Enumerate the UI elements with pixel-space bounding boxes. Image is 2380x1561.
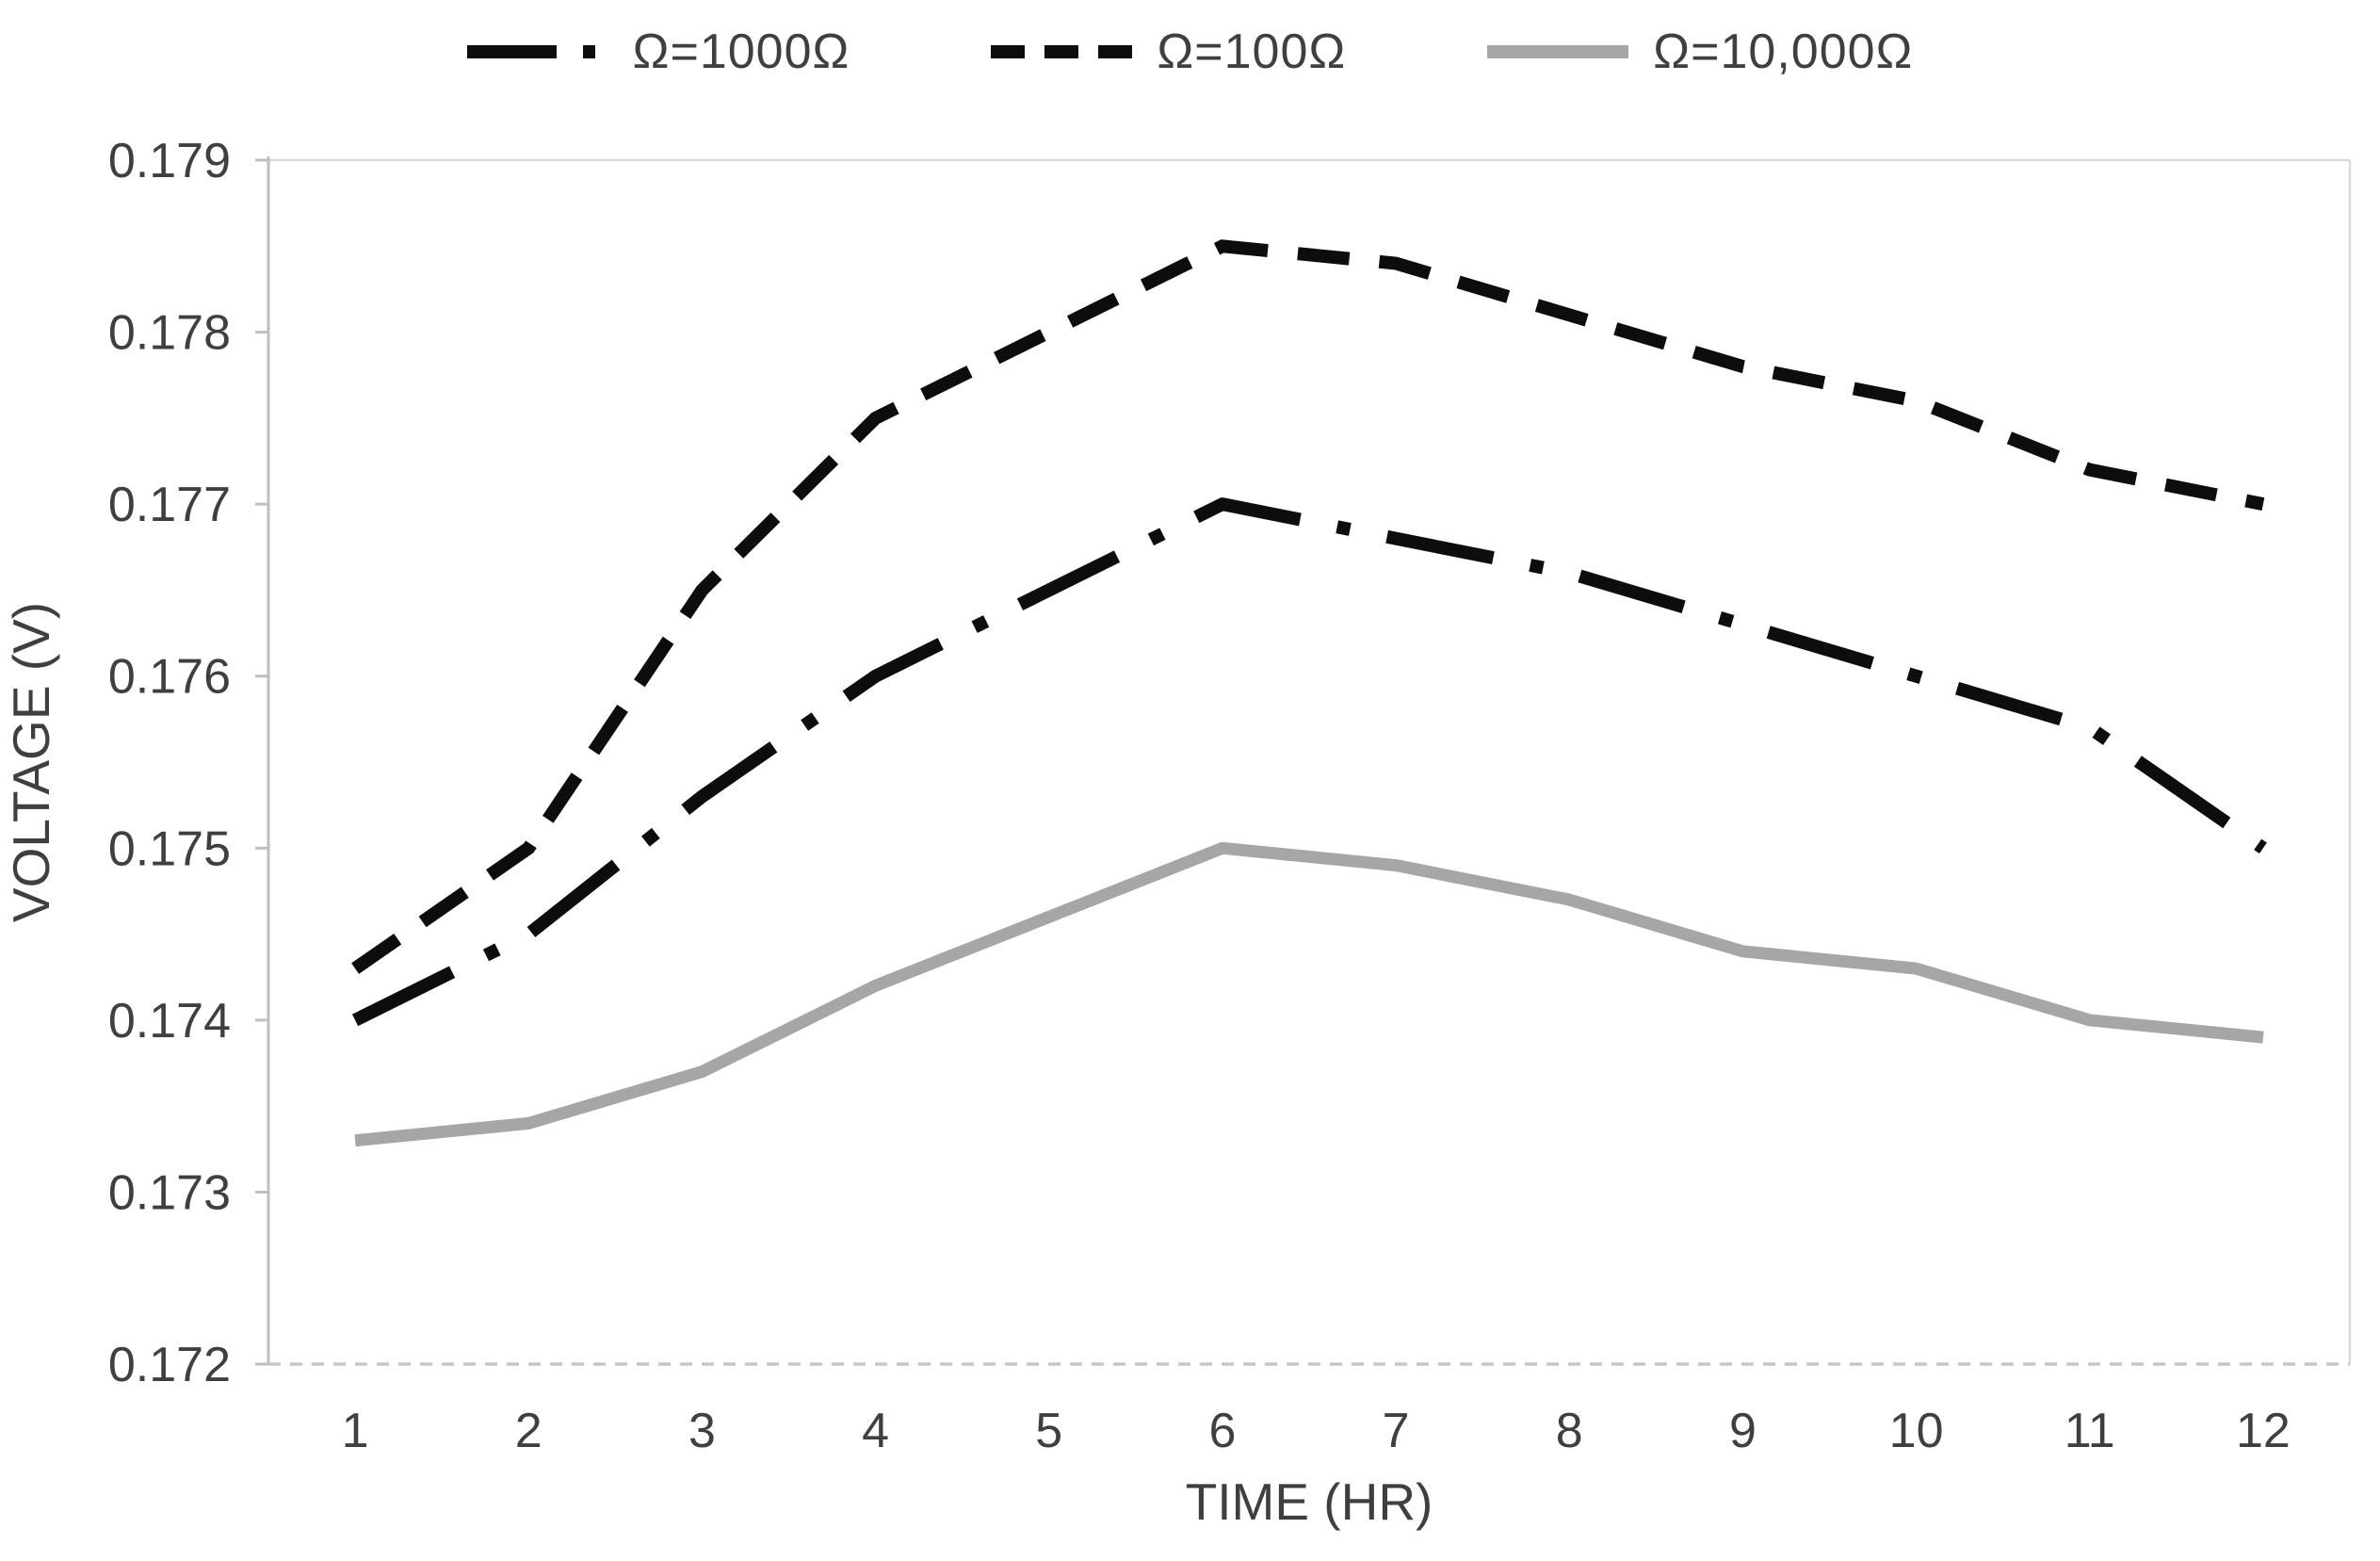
y-tick-label: 0.173 [108, 1165, 231, 1220]
x-tick-label: 12 [2236, 1404, 2291, 1458]
series-line-dash-dot [351, 497, 2267, 1027]
y-tick-label: 0.175 [108, 821, 231, 876]
legend-label: Ω=100Ω [1157, 24, 1347, 79]
x-tick-label: 2 [515, 1404, 542, 1458]
y-tick-label: 0.179 [108, 134, 231, 188]
series-line-solid [354, 841, 2264, 1147]
x-tick-label: 3 [688, 1404, 716, 1458]
y-tick-label: 0.174 [108, 994, 231, 1049]
chart-legend: Ω=1000Ω Ω=100Ω Ω=10,000Ω [0, 11, 2380, 92]
y-axis-title: VOLTAGE (V) [2, 602, 60, 922]
legend-entry: Ω=100Ω [991, 24, 1346, 80]
x-tick-label: 4 [862, 1404, 889, 1458]
x-tick-label: 6 [1208, 1404, 1236, 1458]
x-axis-title: TIME (HR) [1186, 1472, 1433, 1531]
legend-line-sample [1487, 45, 1629, 58]
series-line-dashed [351, 239, 2265, 974]
x-tick-label: 11 [2064, 1404, 2115, 1458]
y-tick-label: 0.177 [108, 478, 231, 532]
x-tick-label: 1 [342, 1404, 369, 1458]
x-tick-label: 7 [1383, 1404, 1410, 1458]
legend-label: Ω=1000Ω [632, 24, 850, 79]
y-tick-label: 0.176 [108, 650, 231, 705]
legend-label: Ω=10,000Ω [1653, 24, 1914, 79]
x-tick-label: 5 [1035, 1404, 1062, 1458]
legend-entry: Ω=10,000Ω [1487, 24, 1913, 80]
x-tick-label: 9 [1729, 1404, 1757, 1458]
legend-line-sample [466, 45, 608, 58]
y-tick-label: 0.178 [108, 306, 231, 361]
legend-entry: Ω=1000Ω [466, 24, 850, 80]
x-tick-label: 8 [1556, 1404, 1583, 1458]
legend-line-sample [991, 45, 1133, 58]
y-tick-label: 0.172 [108, 1338, 231, 1392]
x-tick-label: 10 [1889, 1404, 1944, 1458]
